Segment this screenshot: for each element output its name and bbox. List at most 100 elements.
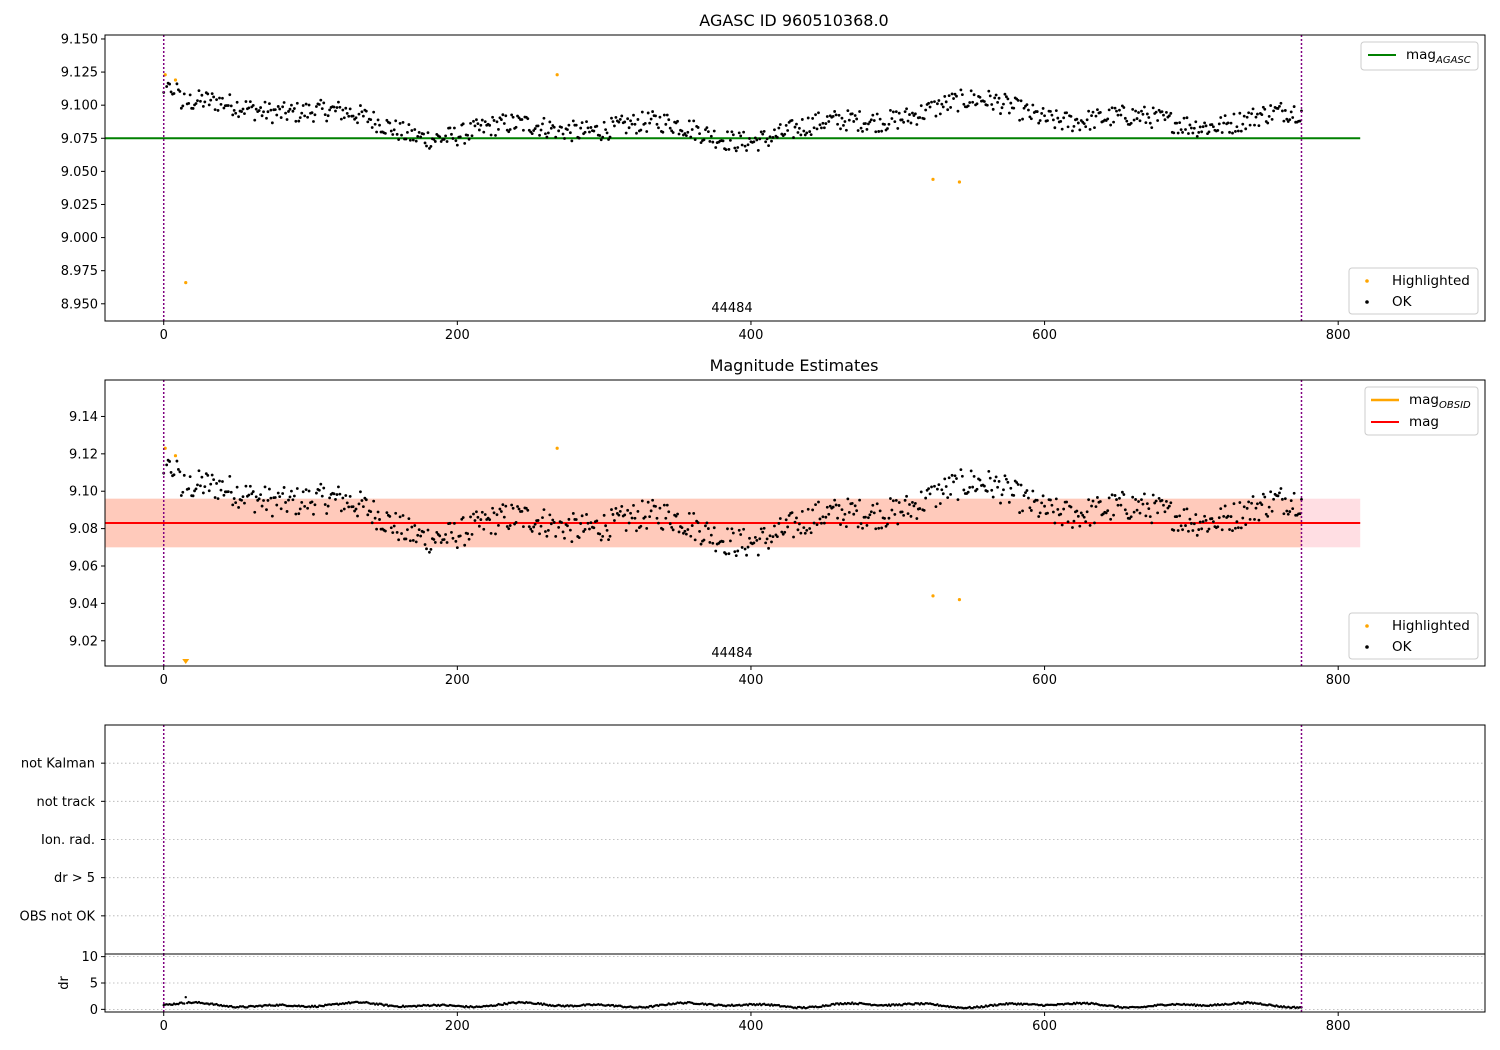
estimates-ok-point [817,500,820,504]
estimates-legend-ok-marker [1365,645,1369,649]
estimates-ok-point [325,512,329,515]
estimates-ok-point [853,504,857,508]
agasc-ok-point [179,106,183,110]
agasc-ok-point [775,135,779,139]
agasc-ok-point [608,135,612,139]
estimates-ok-point [624,529,628,532]
dr-point [851,1001,854,1004]
agasc-ok-point [511,115,515,119]
agasc-ok-point [1267,115,1271,118]
agasc-plot-area [105,35,1361,321]
agasc-ok-point [1019,99,1023,103]
agasc-ok-point [1029,117,1033,121]
estimates-ok-point [1071,526,1074,529]
agasc-ok-point [746,143,750,147]
estimates-ok-point [1148,515,1152,519]
estimates-ok-point [278,495,282,499]
estimates-ok-point [1239,526,1243,530]
agasc-ok-point [890,117,894,120]
estimates-ok-point [341,496,345,500]
estimates-legend-mag-obsid-label: magOBSID [1409,392,1471,411]
agasc-ok-point [799,133,803,137]
estimates-ok-point [1094,505,1098,509]
agasc-ok-point [589,126,593,129]
estimates-ok-point [378,518,381,521]
estimates-ok-point [1242,505,1246,509]
estimates-ok-point [307,489,311,493]
estimates-ok-point [1160,498,1164,502]
estimates-ok-point [1021,509,1024,513]
agasc-ok-point [1244,127,1248,131]
estimates-ok-point [943,477,947,481]
estimates-ok-point [1189,522,1193,525]
estimates-ok-point [281,492,285,495]
estimates-ok-point [1082,515,1086,519]
estimates-ok-point [1141,502,1145,506]
agasc-ok-point [759,130,763,134]
agasc-ok-point [378,123,381,127]
agasc-ok-point [645,130,649,133]
estimates-ok-point [231,503,235,507]
estimates-ok-point [563,536,566,540]
estimates-ok-point [536,519,540,522]
estimates-ok-point [996,485,999,489]
agasc-ok-point [273,108,277,111]
agasc-ok-point [827,120,831,123]
estimates-ok-point [482,527,486,531]
agasc-ok-point [494,134,497,137]
estimates-ok-point [304,488,308,492]
agasc-ok-point [520,118,524,121]
estimates-ok-point [709,533,713,537]
agasc-ok-point [635,131,638,135]
agasc-ok-point [994,93,998,97]
estimates-ok-point [687,512,691,515]
estimates-highlighted-point [931,594,935,598]
agasc-ok-point [348,107,352,111]
estimates-ok-point [818,517,822,521]
estimates-ytick-label-3: 9.08 [69,522,98,537]
agasc-ok-point [469,121,472,125]
estimates-ok-point [398,515,402,519]
estimates-ok-point [1162,503,1165,507]
estimates-ok-point [966,490,970,494]
agasc-ok-point [821,121,825,125]
estimates-ok-point [1091,499,1095,503]
estimates-ok-point [815,523,819,527]
estimates-ok-point [752,541,756,545]
agasc-ok-point [514,125,518,129]
estimates-ok-point [756,553,760,557]
estimates-ok-point [303,504,307,508]
agasc-ok-point [1050,113,1054,117]
agasc-ok-point [360,110,364,114]
estimates-ok-point [912,504,916,508]
estimates-ok-point [733,550,737,554]
estimates-ok-point [1093,521,1096,525]
agasc-ok-point [755,138,759,142]
estimates-ok-point [1040,501,1044,505]
agasc-ok-point [667,118,671,122]
estimates-ok-point [345,501,349,505]
flags-category-label: dr > 5 [54,871,95,886]
estimates-ok-point [906,512,910,516]
agasc-ok-point [869,118,873,122]
agasc-ok-point [800,118,804,121]
estimates-ok-point [847,510,851,514]
agasc-ok-point [473,124,477,128]
agasc-ok-point [840,116,844,120]
agasc-ok-point [1037,121,1041,125]
estimates-ok-point [1038,511,1042,515]
estimates-ok-point [433,541,437,544]
estimates-ok-point [273,496,277,499]
estimates-ok-point [1087,498,1091,502]
agasc-ok-point [549,126,553,130]
agasc-ok-point [1248,123,1252,127]
estimates-ok-point [1106,509,1110,512]
agasc-ok-point [1235,125,1239,129]
estimates-legend-bottom: Highlighted OK [1348,612,1479,660]
agasc-ok-point [298,116,302,120]
agasc-ok-point [927,101,930,105]
agasc-ok-point [416,134,420,138]
agasc-ok-point [861,130,864,133]
agasc-ok-point [922,117,926,121]
agasc-ok-point [654,114,657,118]
